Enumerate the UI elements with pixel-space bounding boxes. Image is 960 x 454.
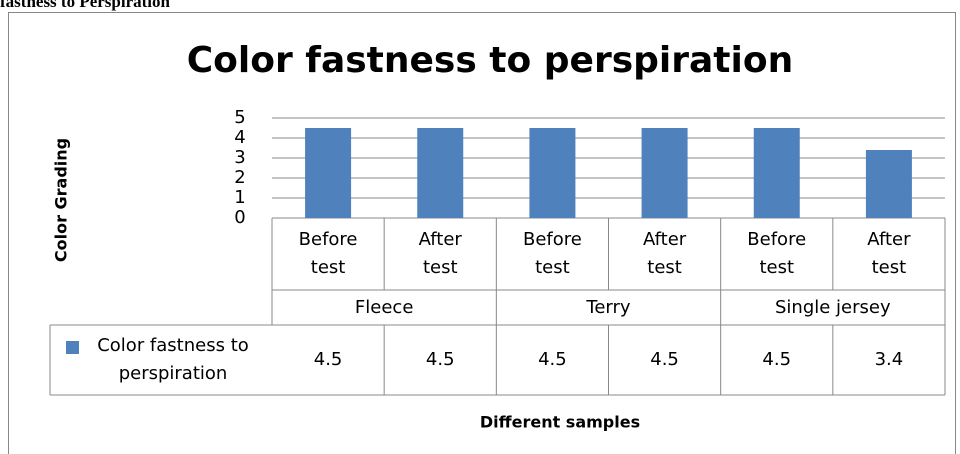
- y-tick-label: 5: [234, 107, 245, 128]
- table-value: 4.5: [762, 349, 792, 370]
- x-tick-label: After test: [642, 229, 687, 278]
- bar: [417, 128, 464, 218]
- x-tick-label: Before test: [298, 229, 358, 278]
- group-label: Fleece: [354, 296, 414, 318]
- table-value: 4.5: [425, 349, 455, 370]
- bar: [529, 128, 576, 218]
- x-tick-label: After test: [867, 229, 911, 278]
- y-axis-title: Color Grading: [52, 138, 71, 262]
- group-label: Terry: [586, 296, 631, 318]
- chart-frame: [8, 12, 956, 454]
- y-tick-label: 2: [234, 167, 245, 188]
- legend-label: Color fastness to perspiration: [97, 335, 249, 384]
- table-value: 4.5: [313, 349, 343, 370]
- y-tick-label: 3: [234, 147, 245, 168]
- table-value: 4.5: [650, 349, 679, 370]
- bar: [753, 128, 800, 218]
- caption: fastness to Perspiration: [0, 0, 171, 11]
- bar: [641, 128, 688, 218]
- y-tick-label: 1: [234, 187, 245, 208]
- bar: [305, 128, 352, 218]
- legend-swatch: [66, 341, 79, 354]
- x-axis-title: Different samples: [480, 413, 640, 432]
- x-tick-label: Before test: [747, 229, 807, 278]
- y-tick-label: 4: [234, 127, 245, 148]
- table-value: 3.4: [874, 349, 904, 370]
- x-tick-label: Before test: [522, 229, 582, 278]
- chart-title: Color fastness to perspiration: [187, 40, 793, 81]
- group-label: Single jersey: [775, 296, 891, 318]
- x-tick-label: After test: [418, 229, 462, 278]
- y-tick-label: 0: [234, 207, 245, 228]
- bar: [865, 150, 912, 218]
- table-value: 4.5: [538, 349, 567, 370]
